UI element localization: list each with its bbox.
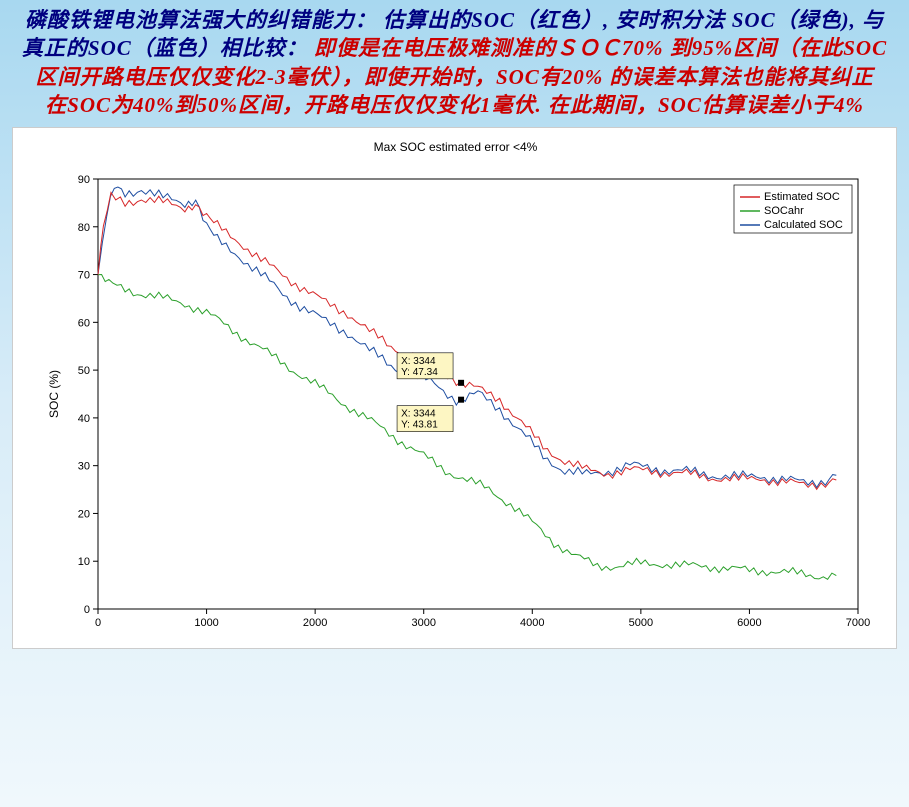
x-axis-label: time (sec) (452, 632, 505, 634)
y-axis-label: SOC (%) (47, 370, 61, 418)
legend-label: Calculated SOC (764, 219, 843, 231)
datatip-marker (458, 380, 464, 386)
y-tick-label: 0 (84, 604, 90, 616)
x-tick-label: 7000 (846, 617, 870, 629)
y-tick-label: 40 (78, 413, 90, 425)
chart-panel: Max SOC estimated error <4% 010002000300… (12, 127, 897, 649)
legend-label: SOCahr (764, 205, 804, 217)
y-tick-label: 70 (78, 270, 90, 282)
legend-label: Estimated SOC (764, 191, 840, 203)
y-tick-label: 20 (78, 509, 90, 521)
x-tick-label: 2000 (303, 617, 327, 629)
x-tick-label: 4000 (520, 617, 544, 629)
chart-svg: 0 1000 2000 3000 4000 5000 6000 7000 0 10 20 30 40 50… (23, 154, 888, 634)
header-highlight-2: 在SOC为40%到50%区间，开路电压仅仅变化1毫伏. 在此期间，SOC估算误差… (45, 93, 864, 117)
y-tick-label: 60 (78, 318, 90, 330)
chart-title: Max SOC estimated error <4% (23, 138, 888, 154)
datatip-y: Y: 47.34 (401, 367, 438, 378)
datatip-marker (458, 397, 464, 403)
datatip-x: X: 3344 (401, 409, 436, 420)
y-tick-label: 80 (78, 222, 90, 234)
chart-figure: Max SOC estimated error <4% 010002000300… (23, 138, 888, 638)
x-tick-label: 1000 (194, 617, 218, 629)
y-tick-label: 10 (78, 557, 90, 569)
x-tick-label: 6000 (737, 617, 761, 629)
y-tick-label: 30 (78, 461, 90, 473)
x-tick-label: 0 (95, 617, 101, 629)
x-tick-label: 3000 (411, 617, 435, 629)
datatip-y: Y: 43.81 (401, 420, 438, 431)
header-caption: 磷酸铁锂电池算法强大的纠错能力： 估算出的SOC（红色）, 安时积分法 SOC（… (0, 0, 909, 127)
x-tick-label: 5000 (629, 617, 653, 629)
y-tick-label: 90 (78, 174, 90, 186)
datatip-x: X: 3344 (401, 356, 436, 367)
plot-area (98, 179, 858, 609)
y-tick-label: 50 (78, 365, 90, 377)
